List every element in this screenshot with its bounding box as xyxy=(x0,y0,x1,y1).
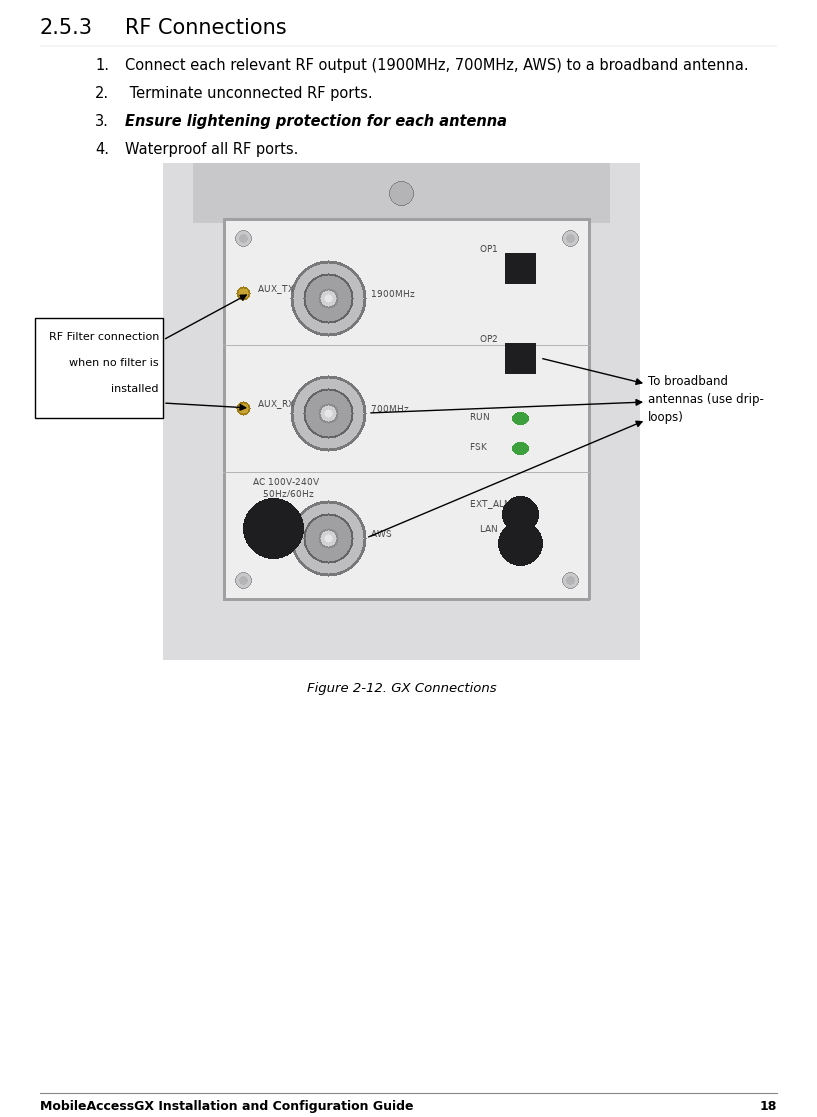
Text: RF Connections: RF Connections xyxy=(125,18,287,38)
Text: MobileAccessGX Installation and Configuration Guide: MobileAccessGX Installation and Configur… xyxy=(40,1100,413,1113)
Text: Connect each relevant RF output (1900MHz, 700MHz, AWS) to a broadband antenna.: Connect each relevant RF output (1900MHz… xyxy=(125,58,748,73)
Text: installed: installed xyxy=(111,384,159,394)
Text: To broadband: To broadband xyxy=(648,375,728,388)
Text: antennas (use drip-: antennas (use drip- xyxy=(648,393,764,405)
Text: Terminate unconnected RF ports.: Terminate unconnected RF ports. xyxy=(125,86,373,101)
Text: loops): loops) xyxy=(648,411,684,424)
Text: .: . xyxy=(449,114,453,128)
Text: Waterproof all RF ports.: Waterproof all RF ports. xyxy=(125,142,298,157)
Text: Ensure lightening protection for each antenna: Ensure lightening protection for each an… xyxy=(125,114,507,128)
Text: RF Filter connection: RF Filter connection xyxy=(49,332,159,342)
Bar xyxy=(35,318,163,418)
Text: 4.: 4. xyxy=(95,142,109,157)
Text: 3.: 3. xyxy=(95,114,109,128)
Text: 2.: 2. xyxy=(95,86,109,101)
Text: when no filter is: when no filter is xyxy=(69,359,159,367)
Text: 1.: 1. xyxy=(95,58,109,73)
Text: 18: 18 xyxy=(760,1100,777,1113)
Text: Figure 2-12. GX Connections: Figure 2-12. GX Connections xyxy=(306,682,496,695)
Text: 2.5.3: 2.5.3 xyxy=(40,18,93,38)
